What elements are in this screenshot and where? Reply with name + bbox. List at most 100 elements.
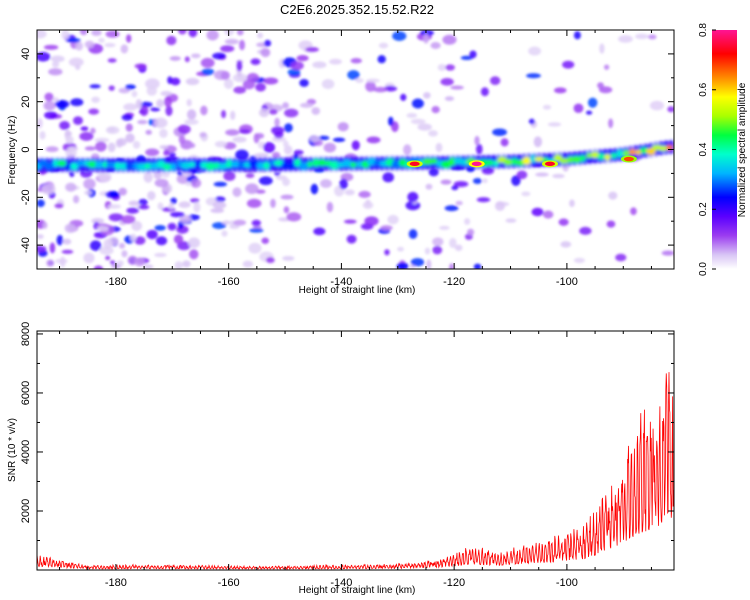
noise-blob xyxy=(378,42,389,49)
snr-x-axis-label: Height of straight line (km) xyxy=(299,585,416,596)
noise-blob xyxy=(245,173,255,179)
noise-blob xyxy=(200,57,215,68)
noise-blob xyxy=(222,220,231,225)
carrier-core xyxy=(125,162,135,170)
noise-blob xyxy=(125,123,133,132)
noise-blob xyxy=(220,45,235,53)
noise-blob xyxy=(528,118,535,125)
noise-blob xyxy=(96,225,109,232)
noise-blob xyxy=(107,142,116,153)
noise-blob xyxy=(480,87,489,97)
noise-blob xyxy=(159,145,169,150)
noise-blob xyxy=(103,238,113,250)
noise-blob xyxy=(126,34,132,43)
noise-blob xyxy=(44,92,54,102)
noise-blob xyxy=(634,33,649,40)
noise-blob xyxy=(131,220,143,231)
spectrogram-panel: -180 -160 -140 -120 -100 -40 -20 0 20 40 Height … xyxy=(7,29,675,296)
noise-blob xyxy=(89,240,102,251)
noise-blob xyxy=(55,258,68,264)
noise-blob xyxy=(573,31,581,40)
noise-blob xyxy=(343,219,357,224)
carrier-core xyxy=(238,161,245,169)
carrier-core xyxy=(256,161,264,170)
noise-blob xyxy=(156,99,165,108)
noise-blob xyxy=(37,30,47,39)
noise-blob xyxy=(311,107,321,115)
noise-blob xyxy=(242,260,254,268)
noise-blob xyxy=(332,137,346,143)
noise-blob xyxy=(153,117,168,128)
noise-blob xyxy=(392,31,407,41)
noise-blob xyxy=(154,178,169,188)
noise-blob xyxy=(558,218,569,226)
noise-blob xyxy=(597,82,604,89)
noise-blob xyxy=(264,39,272,47)
carrier-core xyxy=(299,162,309,171)
noise-blob xyxy=(337,122,349,132)
noise-blob xyxy=(313,227,326,236)
noise-blob xyxy=(286,212,302,222)
noise-blob xyxy=(453,181,469,188)
noise-blob xyxy=(249,228,264,233)
noise-blob xyxy=(91,30,102,36)
carrier-core xyxy=(286,162,296,170)
noise-blob xyxy=(245,183,259,195)
noise-blob xyxy=(475,143,483,155)
noise-blob xyxy=(618,35,633,43)
snr-y-axis: 2000 4000 6000 8000 xyxy=(20,322,674,541)
noise-blob xyxy=(184,56,190,63)
carrier-core xyxy=(586,152,592,159)
noise-blob xyxy=(585,110,593,115)
noise-blob xyxy=(553,87,567,94)
noise-blob xyxy=(73,195,80,204)
noise-blob xyxy=(178,30,187,35)
noise-blob xyxy=(417,123,432,131)
spectrogram-y-axis: -40 -20 0 20 40 xyxy=(20,29,674,270)
noise-blob xyxy=(129,233,137,242)
noise-blob xyxy=(282,255,295,261)
noise-blob xyxy=(153,170,162,180)
noise-blob xyxy=(339,178,348,190)
noise-blob xyxy=(56,234,64,246)
noise-blob xyxy=(251,219,262,227)
carrier-core xyxy=(430,158,438,164)
noise-blob xyxy=(430,41,441,49)
noise-blob xyxy=(201,68,215,76)
colorbar: 0.0 0.2 0.4 0.6 0.8 Normalized spectral ampl… xyxy=(698,23,748,276)
noise-blob xyxy=(37,234,44,239)
noise-blob xyxy=(167,222,177,231)
noise-blob xyxy=(44,111,58,120)
noise-blob xyxy=(185,181,192,186)
noise-blob xyxy=(271,136,287,143)
noise-blob xyxy=(253,153,263,158)
noise-blob xyxy=(366,136,381,144)
y-tick-label: 8000 xyxy=(20,322,32,346)
snr-x-axis: -180 -160 -140 -120 -100 xyxy=(59,331,652,589)
carrier-core xyxy=(225,159,233,168)
carrier-core xyxy=(529,155,537,163)
carrier-core xyxy=(623,149,629,158)
noise-blob xyxy=(223,30,235,36)
noise-blob xyxy=(51,97,59,102)
noise-blob xyxy=(328,58,342,65)
noise-blob xyxy=(163,150,170,156)
noise-blob xyxy=(54,203,64,209)
noise-blob xyxy=(423,92,431,99)
noise-blob xyxy=(116,138,127,147)
noise-blob xyxy=(185,77,200,86)
noise-blob xyxy=(143,171,153,183)
noise-blob xyxy=(173,234,184,245)
noise-blob xyxy=(403,144,412,156)
noise-blob xyxy=(145,129,152,135)
figure-title: C2E6.2025.352.15.52.R22 xyxy=(280,2,434,17)
noise-blob xyxy=(326,201,334,213)
colorbar-tick-label: 0.6 xyxy=(698,82,709,96)
noise-blob xyxy=(68,57,84,67)
noise-blob xyxy=(440,78,454,86)
noise-blob xyxy=(420,30,434,36)
noise-blob xyxy=(290,61,304,70)
noise-blob xyxy=(505,218,517,223)
x-tick-label: -100 xyxy=(556,276,578,288)
noise-blob xyxy=(212,52,226,60)
